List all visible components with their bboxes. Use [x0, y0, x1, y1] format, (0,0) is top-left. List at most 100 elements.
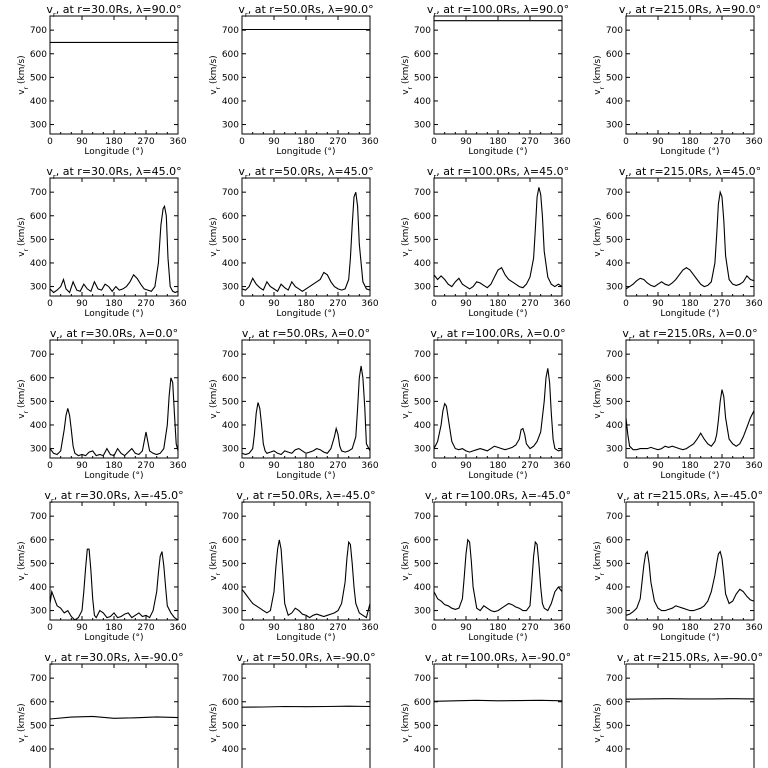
x-axis-label: Longitude (°) [84, 147, 143, 157]
y-tick-label: 700 [30, 512, 47, 522]
x-tick-label: 90 [460, 623, 472, 633]
plot-frame [625, 339, 755, 459]
plot-frame [433, 15, 563, 135]
y-tick-label: 500 [414, 559, 431, 569]
y-tick-label: 700 [222, 350, 239, 360]
x-tick-label: 360 [169, 137, 186, 147]
y-tick-label: 500 [606, 559, 623, 569]
y-tick-label: 400 [30, 97, 47, 107]
y-tick-label: 600 [414, 212, 431, 222]
y-tick-label: 700 [30, 26, 47, 36]
x-tick-label: 90 [268, 137, 280, 147]
x-tick-label: 0 [623, 299, 629, 309]
panel-title: vr, at r=215.0Rs, λ=90.0° [619, 3, 761, 19]
x-axis-label: Longitude (°) [660, 147, 719, 157]
y-tick-label: 600 [606, 698, 623, 708]
y-tick-label: 300 [30, 121, 47, 131]
series-line [626, 550, 754, 616]
x-tick-label: 0 [623, 623, 629, 633]
x-tick-label: 360 [361, 623, 378, 633]
y-tick-label: 700 [222, 188, 239, 198]
y-tick-label: 600 [222, 536, 239, 546]
y-tick-label: 300 [30, 607, 47, 617]
y-tick-label: 300 [606, 283, 623, 293]
x-tick-label: 180 [489, 137, 506, 147]
y-tick-label: 400 [30, 583, 47, 593]
x-tick-label: 360 [553, 299, 570, 309]
x-axis-label: Longitude (°) [276, 309, 335, 319]
x-tick-label: 90 [76, 137, 88, 147]
x-tick-label: 0 [239, 137, 245, 147]
y-tick-label: 300 [414, 445, 431, 455]
x-axis-label: Longitude (°) [84, 471, 143, 481]
plot-frame [49, 15, 179, 135]
x-tick-label: 180 [681, 461, 698, 471]
panel-title: vr, at r=50.0Rs, λ=-45.0° [236, 489, 375, 505]
series-line [50, 715, 178, 720]
y-tick-label: 500 [222, 721, 239, 731]
x-tick-label: 360 [745, 137, 762, 147]
y-tick-label: 300 [222, 607, 239, 617]
y-tick-label: 300 [414, 283, 431, 293]
x-tick-label: 270 [137, 623, 154, 633]
panel-r2-c3: vr, at r=100.0Rs, λ=45.0° 0 90 180 270 360 300… [401, 165, 571, 319]
y-tick-label: 600 [414, 374, 431, 384]
x-axis-label: Longitude (°) [468, 471, 527, 481]
y-tick-label: 500 [414, 721, 431, 731]
y-tick-label: 500 [606, 235, 623, 245]
y-tick-label: 400 [414, 97, 431, 107]
y-tick-label: 700 [606, 350, 623, 360]
y-tick-label: 600 [414, 50, 431, 60]
y-tick-label: 400 [30, 421, 47, 431]
y-axis-label: vr (km/s) [401, 541, 414, 580]
x-tick-label: 180 [297, 461, 314, 471]
x-tick-label: 360 [169, 461, 186, 471]
panel-r2-c1: vr, at r=30.0Rs, λ=45.0° 0 90 180 270 360 300 4… [17, 165, 187, 319]
panel-title: vr, at r=100.0Rs, λ=45.0° [427, 165, 569, 181]
x-axis-label: Longitude (°) [276, 471, 335, 481]
y-axis-label: vr (km/s) [401, 379, 414, 418]
x-tick-label: 0 [47, 461, 53, 471]
x-tick-label: 0 [623, 461, 629, 471]
x-tick-label: 180 [489, 461, 506, 471]
plot-frame [241, 177, 371, 297]
x-tick-label: 270 [137, 137, 154, 147]
y-tick-label: 700 [414, 350, 431, 360]
y-tick-label: 500 [606, 397, 623, 407]
panel-title: vr, at r=30.0Rs, λ=-90.0° [44, 651, 183, 667]
plot-frame [241, 15, 371, 135]
x-tick-label: 270 [137, 461, 154, 471]
x-tick-label: 90 [268, 623, 280, 633]
panel-title: vr, at r=215.0Rs, λ=0.0° [622, 327, 757, 343]
y-tick-label: 500 [222, 73, 239, 83]
x-tick-label: 180 [105, 461, 122, 471]
x-tick-label: 360 [361, 461, 378, 471]
x-tick-label: 180 [105, 623, 122, 633]
x-tick-label: 90 [76, 299, 88, 309]
panel-title: vr, at r=100.0Rs, λ=-45.0° [425, 489, 571, 505]
series-line [626, 389, 754, 451]
y-tick-label: 500 [30, 721, 47, 731]
plot-frame [433, 663, 563, 768]
plot-frame [433, 339, 563, 459]
panel-title: vr, at r=50.0Rs, λ=90.0° [238, 3, 373, 19]
y-tick-label: 400 [222, 583, 239, 593]
y-tick-label: 600 [222, 212, 239, 222]
panel-title: vr, at r=215.0Rs, λ=-90.0° [617, 651, 763, 667]
x-tick-label: 360 [745, 461, 762, 471]
x-tick-label: 360 [169, 299, 186, 309]
plot-frame [241, 339, 371, 459]
y-tick-label: 300 [222, 121, 239, 131]
series-line [50, 548, 178, 620]
panel-title: vr, at r=100.0Rs, λ=0.0° [430, 327, 565, 343]
x-axis-label: Longitude (°) [660, 633, 719, 643]
y-tick-label: 500 [30, 559, 47, 569]
series-line [242, 365, 370, 456]
x-tick-label: 270 [713, 137, 730, 147]
y-axis-label: vr (km/s) [401, 703, 414, 742]
plot-frame [625, 15, 755, 135]
x-tick-label: 360 [553, 461, 570, 471]
y-tick-label: 600 [222, 374, 239, 384]
panel-title: vr, at r=30.0Rs, λ=0.0° [50, 327, 178, 343]
x-tick-label: 0 [47, 299, 53, 309]
